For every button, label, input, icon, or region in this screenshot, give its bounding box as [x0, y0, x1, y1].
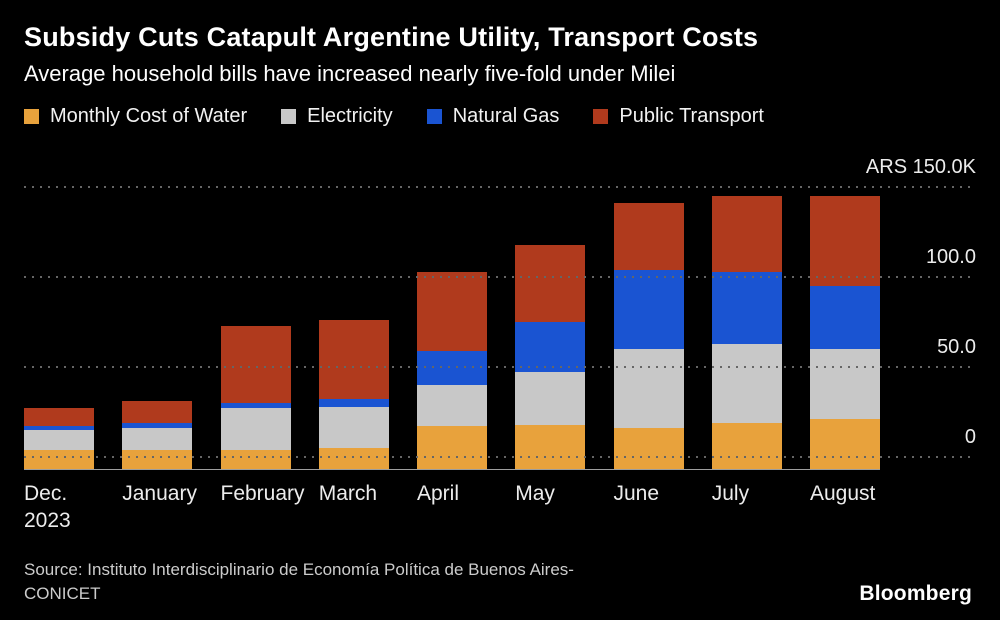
- gridline: [24, 276, 976, 278]
- bar-segment: [810, 419, 880, 469]
- bar-segment: [515, 372, 586, 425]
- bar-segment: [220, 408, 291, 450]
- x-tick-label-text: May: [515, 482, 555, 505]
- bar-segment: [810, 349, 880, 420]
- y-tick-label: 100.0: [925, 246, 976, 268]
- bar-march: [318, 320, 389, 469]
- legend-label: Public Transport: [619, 105, 764, 127]
- x-tick-label: April: [417, 480, 487, 535]
- bar-segment: [122, 449, 193, 469]
- bar-segment: [220, 449, 291, 469]
- bar-segment: [220, 325, 291, 404]
- legend-item: Monthly Cost of Water: [24, 105, 247, 128]
- bar-segment: [122, 428, 193, 450]
- bar-segment: [417, 385, 487, 427]
- legend-label: Monthly Cost of Water: [50, 105, 248, 127]
- x-tick-label-text: August: [810, 482, 876, 505]
- bar-may: [515, 244, 586, 469]
- bar-segment: [515, 244, 586, 323]
- bar-segment: [711, 422, 782, 469]
- x-tick-label-text: June: [613, 482, 660, 505]
- bar-segment: [417, 271, 487, 351]
- bar-segment: [515, 424, 586, 469]
- bar-segment: [711, 271, 782, 344]
- bar-segment: [24, 426, 94, 431]
- y-tick-label: 0: [964, 426, 976, 448]
- bar-dec: [24, 408, 94, 469]
- gridline: [24, 366, 976, 368]
- bar-segment: [711, 343, 782, 423]
- bar-segment: [24, 408, 94, 427]
- x-tick-label: May: [515, 480, 585, 535]
- x-tick-label-text: January: [122, 482, 197, 505]
- bar-segment: [613, 428, 684, 469]
- chart-title: Subsidy Cuts Catapult Argentine Utility,…: [24, 22, 759, 52]
- x-tick-label-text: February: [220, 482, 305, 505]
- footer: Source: Instituto Interdisciplinario de …: [24, 558, 972, 606]
- legend-swatch-icon: [426, 109, 442, 124]
- bar-july: [711, 196, 782, 469]
- bar-segment: [318, 399, 389, 407]
- bar-segment: [318, 320, 389, 400]
- gridline: [24, 456, 976, 458]
- x-tick-label: January: [122, 480, 197, 535]
- bar-april: [417, 271, 487, 469]
- bar-segment: [810, 286, 880, 350]
- bar-segment: [613, 349, 684, 429]
- x-tick-label-text: Dec. 2023: [24, 482, 71, 533]
- bar-segment: [613, 203, 684, 270]
- bar-segment: [318, 448, 389, 469]
- bar-segment: [318, 406, 389, 448]
- y-tick-label: ARS 150.0K: [865, 156, 976, 178]
- bar-segment: [220, 403, 291, 409]
- legend-swatch-icon: [593, 109, 609, 124]
- x-tick-label: August: [810, 480, 880, 535]
- bar-segment: [711, 196, 782, 272]
- bar-segment: [122, 401, 193, 423]
- bar-segment: [24, 430, 94, 450]
- x-tick-label: Dec. 2023: [24, 480, 94, 535]
- bars-container: [24, 176, 880, 470]
- x-axis-labels: Dec. 2023 January February March April May Jun…: [24, 480, 880, 535]
- bar-segment: [810, 196, 880, 287]
- legend-label: Natural Gas: [452, 105, 560, 127]
- legend: Monthly Cost of Water Electricity Natural …: [24, 105, 976, 128]
- legend-item: Electricity: [281, 105, 393, 128]
- legend-label: Electricity: [307, 105, 393, 127]
- bar-segment: [613, 269, 684, 350]
- bar-segment: [515, 322, 586, 373]
- bar-segment: [417, 426, 487, 469]
- bar-february: [220, 325, 291, 469]
- legend-item: Natural Gas: [426, 105, 560, 128]
- source-text: Source: Instituto Interdisciplinario de …: [24, 560, 574, 604]
- bar-segment: [24, 449, 94, 469]
- x-tick-label: June: [614, 480, 684, 535]
- bar-june: [613, 203, 684, 469]
- legend-swatch-icon: [281, 109, 297, 124]
- legend-item: Public Transport: [593, 105, 764, 128]
- x-tick-label-text: July: [711, 482, 750, 505]
- bar-segment: [122, 422, 193, 429]
- chart-subtitle: Average household bills have increased n…: [24, 61, 676, 86]
- x-tick-label-text: April: [417, 482, 460, 505]
- bar-august: [810, 196, 880, 469]
- legend-swatch-icon: [24, 109, 39, 124]
- bar-january: [122, 401, 193, 469]
- y-tick-label: 50.0: [937, 336, 976, 358]
- bloomberg-logo: Bloomberg: [859, 582, 972, 605]
- x-tick-label: March: [319, 480, 389, 535]
- gridline: [24, 186, 976, 188]
- x-tick-label: July: [712, 480, 782, 535]
- x-tick-label-text: March: [318, 482, 378, 505]
- plot-area: 0 50.0 100.0 ARS 150.0K: [24, 156, 976, 470]
- x-tick-label: February: [221, 480, 305, 535]
